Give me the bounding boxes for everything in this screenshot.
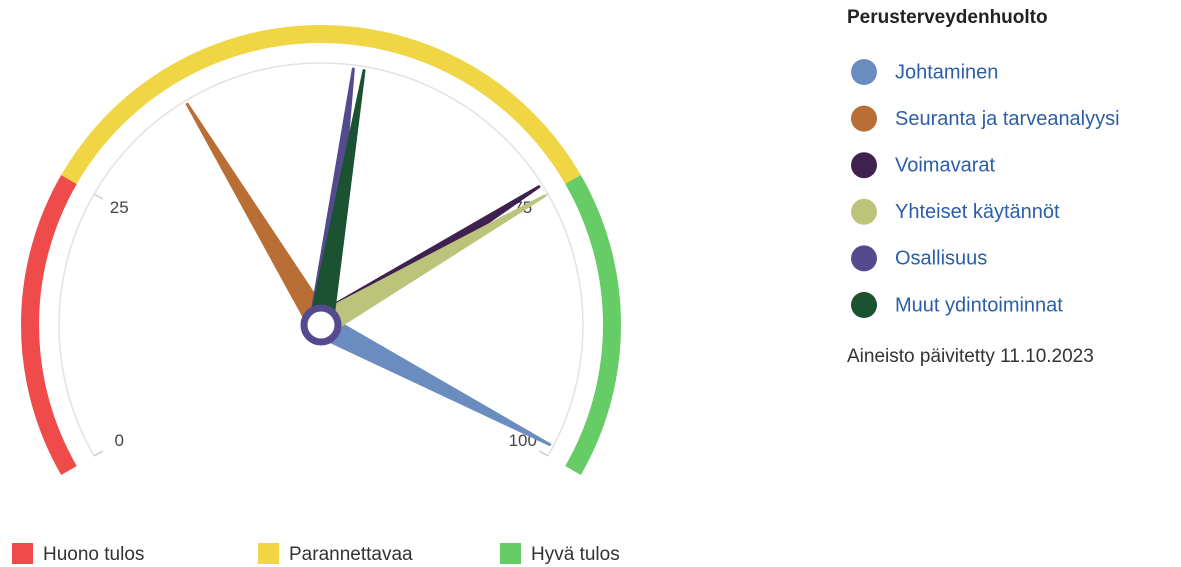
legend-label: Muut ydintoiminnat [895, 294, 1063, 316]
legend-marker [851, 105, 877, 132]
legend-marker [851, 152, 877, 179]
needle [314, 194, 546, 337]
legend-label: Voimavarat [895, 154, 995, 176]
band-legend-marker [12, 543, 33, 564]
band [565, 175, 621, 475]
pivot [300, 304, 342, 346]
legend-label: Osallisuus [895, 248, 987, 270]
legend-label: Johtaminen [895, 61, 998, 83]
band-legend-marker [258, 543, 279, 564]
tick-mark [538, 450, 549, 457]
legend-marker [851, 292, 877, 318]
tick-label: 0 [114, 431, 123, 450]
legend-title: Perusterveydenhuolto [847, 7, 1048, 28]
scale-arc [58, 62, 584, 457]
tick-mark [93, 193, 104, 200]
tick-label: 25 [110, 198, 129, 217]
needle [185, 102, 332, 333]
legend-label: Yhteiset käytännöt [895, 201, 1060, 223]
band-legend-label: Parannettavaa [289, 544, 413, 565]
legend-marker [851, 59, 877, 85]
band-legend-label: Huono tulos [43, 544, 144, 565]
band [61, 25, 581, 185]
needle [314, 313, 552, 447]
note: Aineisto päivitetty 11.10.2023 [847, 346, 1094, 367]
needle [308, 69, 366, 329]
legend-label: Seuranta ja tarveanalyysi [895, 108, 1120, 130]
band-legend-marker [500, 543, 521, 564]
legend-marker [851, 198, 877, 225]
legend-marker [851, 245, 877, 272]
band [21, 175, 77, 475]
band-legend-label: Hyvä tulos [531, 544, 620, 565]
tick-mark [93, 450, 104, 457]
